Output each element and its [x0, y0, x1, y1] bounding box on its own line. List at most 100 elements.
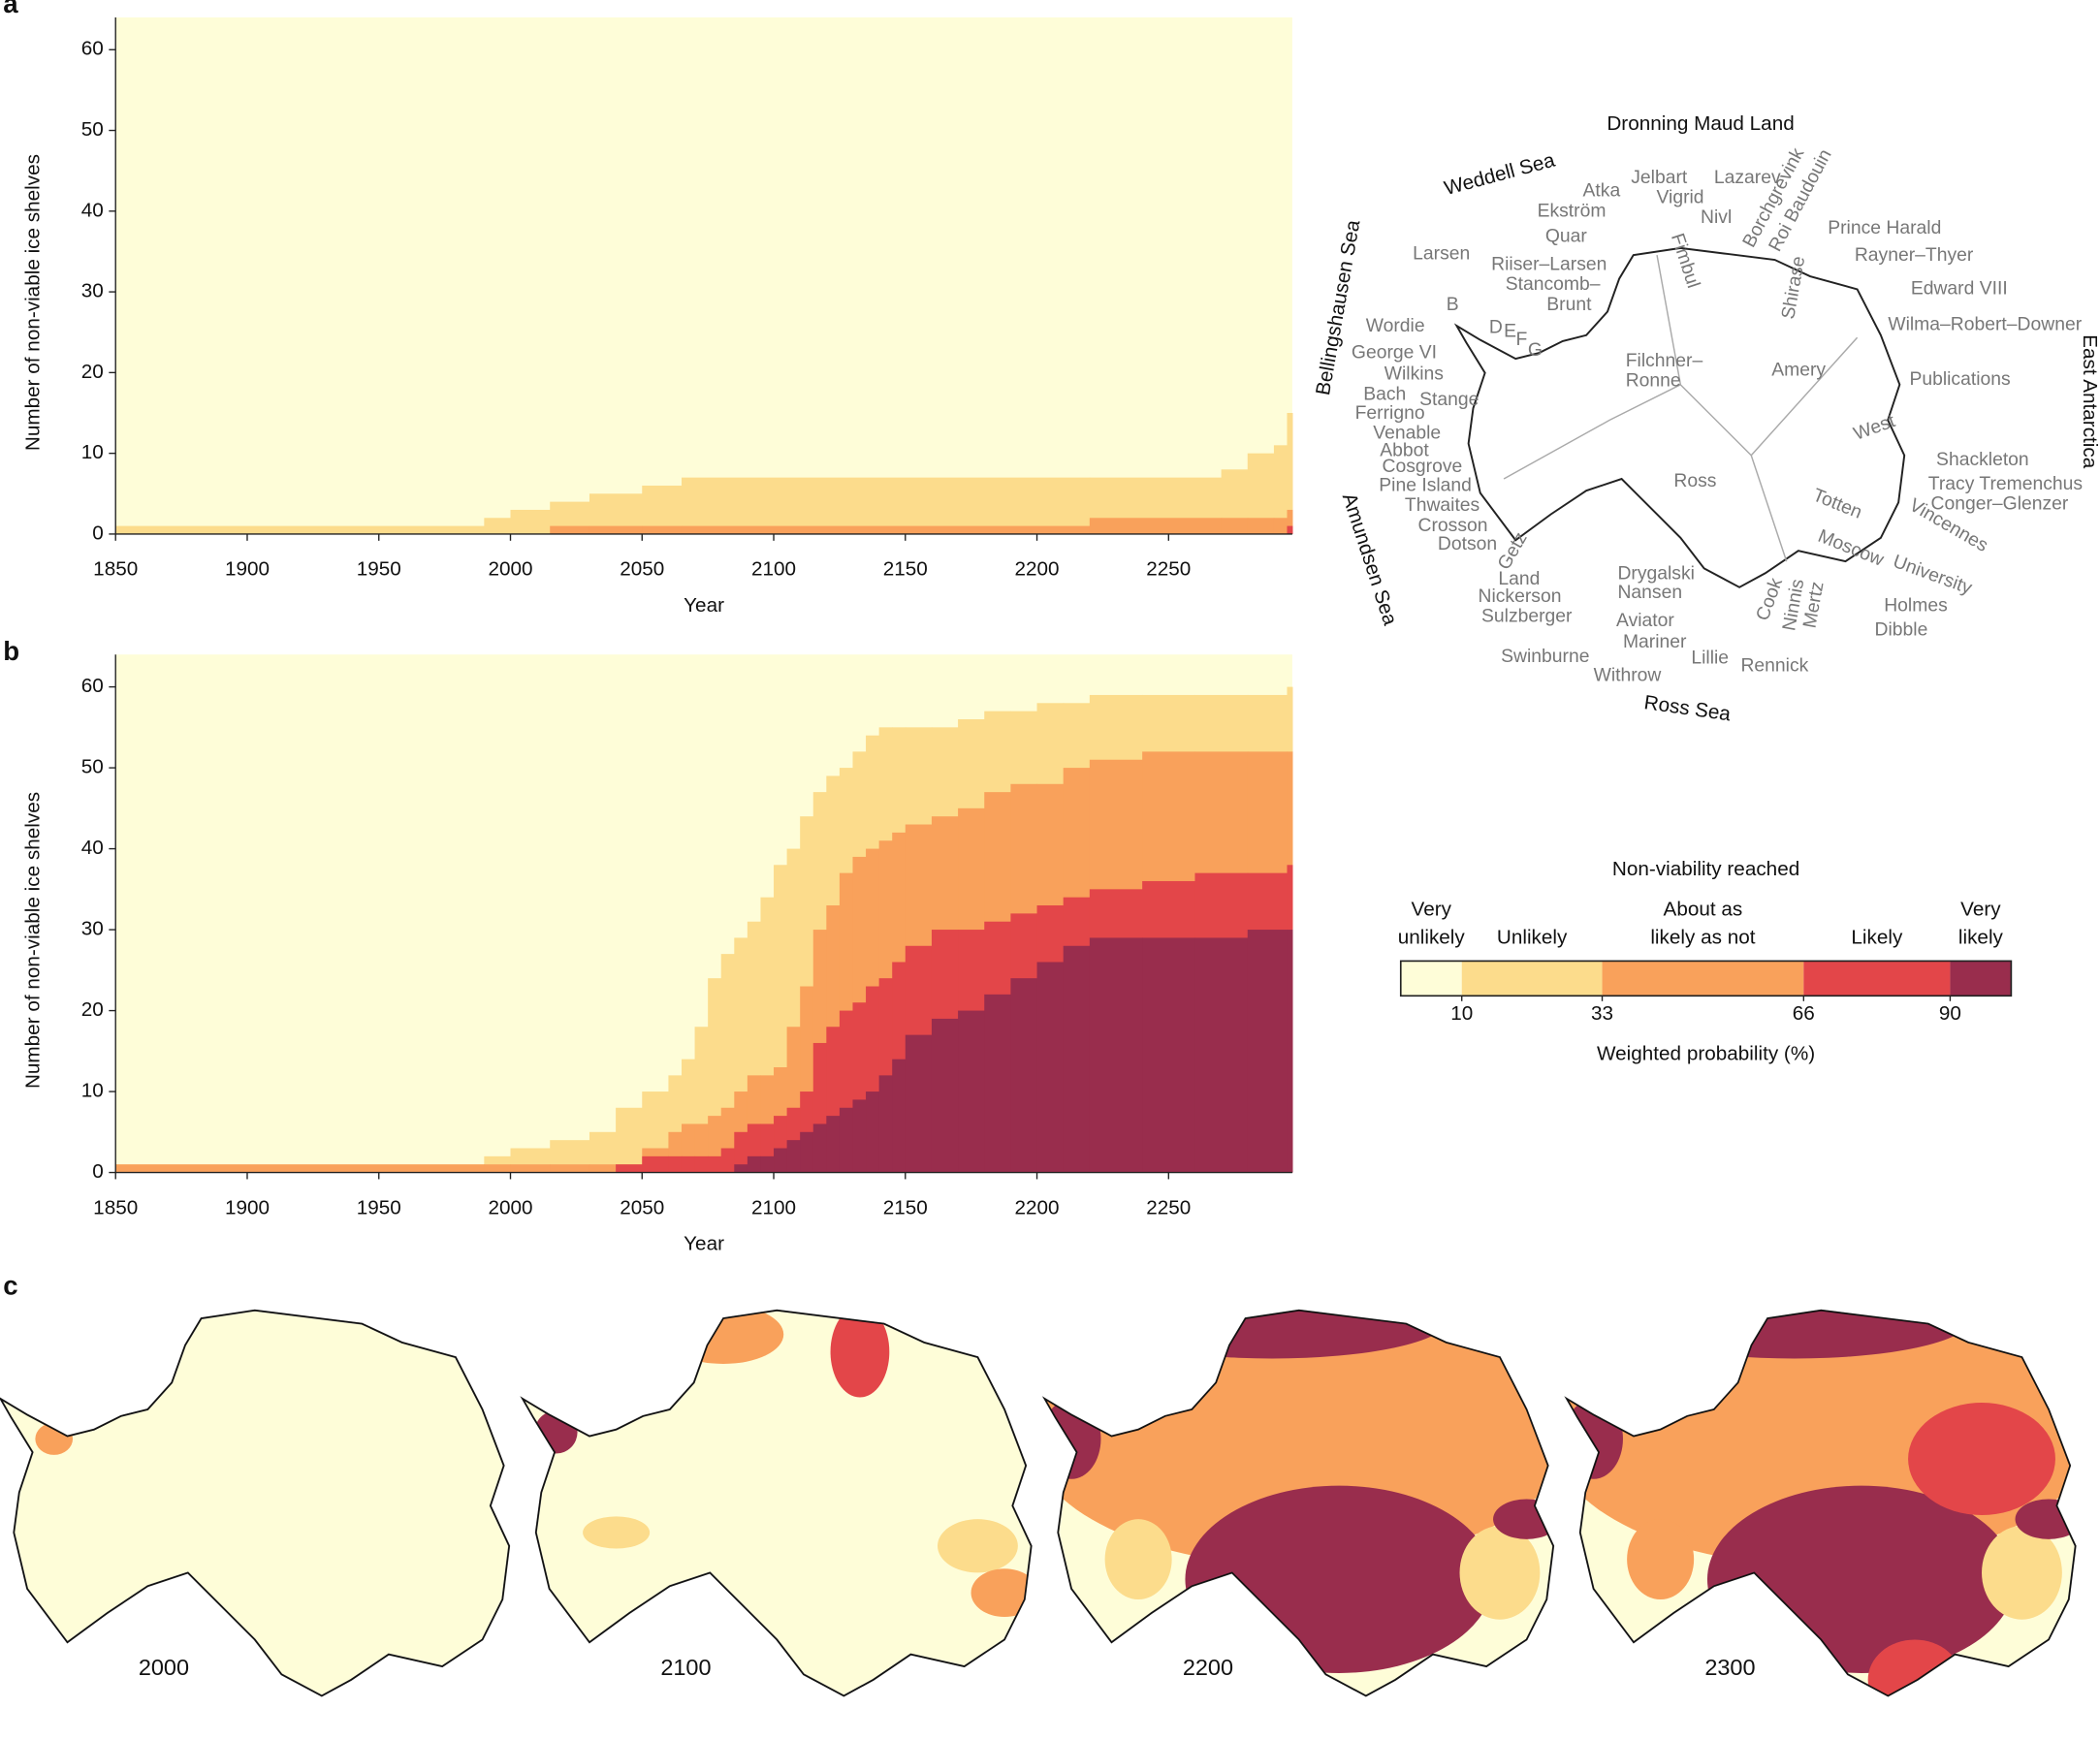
area-step — [681, 1155, 696, 1173]
map-year-label: 2300 — [1704, 1655, 1755, 1680]
area-step — [1247, 930, 1289, 1173]
legend-tick-label: 10 — [1450, 1002, 1473, 1025]
area-step — [786, 1140, 801, 1173]
ice-shelf-label: Swinburne — [1501, 647, 1589, 667]
ice-shelf-label: Nansen — [1617, 583, 1682, 603]
plot: 0 10 20 30 40 50 60 1850 1900 1950 2000 2050 2100 215… — [21, 16, 1293, 617]
y-tick-label: 40 — [81, 837, 104, 859]
x-tick-label: 2200 — [1015, 1196, 1060, 1218]
y-tick-label: 10 — [81, 1080, 104, 1102]
ice-shelf-label: Jelbart — [1631, 168, 1688, 188]
ice-shelf-label: Abbot — [1380, 440, 1429, 460]
ice-shelf-label: Conger–Glenzer — [1931, 494, 2069, 515]
ice-shelf-label: Vigrid — [1656, 187, 1703, 207]
area-step — [1273, 518, 1289, 534]
area-step — [1036, 962, 1065, 1173]
area-step — [550, 1164, 590, 1173]
y-tick-label: 0 — [92, 1160, 104, 1183]
area-step — [115, 525, 485, 534]
area-step — [550, 525, 590, 534]
ice-shelf-label: B — [1447, 295, 1459, 315]
area-step — [760, 1155, 775, 1173]
map-region-label: Ross Sea — [1642, 691, 1733, 725]
legend-swatch — [1950, 961, 2012, 997]
x-tick-label: 2000 — [488, 1196, 532, 1218]
ice-shelf-label: Shackleton — [1936, 450, 2029, 470]
legend-frame — [1399, 960, 2013, 997]
area-step — [1221, 518, 1249, 534]
area-step — [589, 525, 643, 534]
legend-swatch — [1461, 961, 1603, 997]
y-tick-label: 50 — [81, 118, 104, 141]
map-2000 — [0, 1309, 511, 1697]
map-region-label: East Antarctica — [2079, 334, 2100, 469]
plot: 0 10 20 30 40 50 60 1850 1900 1950 2000 2050 2100 215… — [21, 654, 1293, 1255]
area-step — [589, 1164, 617, 1173]
area-step — [878, 1075, 893, 1173]
ice-shelf-label: Wordie — [1366, 316, 1425, 336]
area-step — [642, 1155, 669, 1173]
area-step — [510, 1164, 551, 1173]
ice-shelf-label: Ekström — [1538, 201, 1607, 221]
ice-shelf-label: Ferrigno — [1355, 403, 1425, 424]
area-step — [734, 1131, 748, 1173]
ice-shelf-label: Mariner — [1623, 632, 1687, 652]
ice-shelf-label: Ross — [1673, 471, 1716, 491]
ice-shelf-label: Filchner– — [1626, 351, 1703, 371]
area-step — [839, 1107, 854, 1173]
x-tick-label: 2250 — [1146, 558, 1191, 581]
x-axis-label: Year — [684, 594, 724, 617]
area-step — [681, 525, 1091, 534]
area-step — [1273, 445, 1289, 534]
y-tick-label: 10 — [81, 441, 104, 463]
x-tick-label: 1950 — [357, 1196, 401, 1218]
map-year-label: 2000 — [139, 1655, 189, 1680]
area-step — [852, 1099, 867, 1173]
ice-shelf-label: Venable — [1373, 423, 1441, 443]
ice-shelf-label: Prince Harald — [1828, 218, 1941, 238]
area-step — [826, 1116, 841, 1173]
legend-label: Very — [1412, 898, 1452, 920]
y-tick-label: 30 — [81, 918, 104, 940]
y-tick-label: 30 — [81, 280, 104, 302]
ice-shelf-label: Rayner–Thyer — [1855, 245, 1974, 266]
x-tick-label: 1850 — [93, 1196, 138, 1218]
y-tick-label: 20 — [81, 998, 104, 1021]
area-step — [984, 994, 1011, 1173]
panel-label: a — [3, 0, 18, 18]
ice-shelf-label: Amery — [1771, 361, 1826, 381]
x-tick-label: 2250 — [1146, 1196, 1191, 1218]
area-step — [1287, 509, 1293, 534]
x-tick-label: 2050 — [620, 558, 664, 581]
x-tick-label: 2200 — [1015, 558, 1060, 581]
area-step — [812, 1123, 827, 1173]
ice-shelf-label: Thwaites — [1405, 495, 1480, 516]
y-axis-label: Number of non-viable ice shelves — [21, 792, 44, 1089]
map-year-label: 2100 — [660, 1655, 711, 1680]
map-2100 — [521, 1309, 1033, 1697]
legend-swatch — [1400, 961, 1462, 997]
area-step — [1287, 525, 1293, 534]
ice-shelf-label: Stange — [1419, 390, 1479, 410]
area-step — [1287, 930, 1293, 1173]
area-step — [616, 1164, 643, 1173]
map-region-label: Bellingshausen Sea — [1312, 218, 1365, 397]
ice-shelf-label: D — [1489, 317, 1503, 337]
ice-shelf-label: Quar — [1545, 227, 1588, 247]
area-step — [642, 525, 683, 534]
area-step — [1089, 518, 1223, 534]
legend-swatch — [1602, 961, 1804, 997]
x-tick-label: 2150 — [883, 558, 928, 581]
ice-shelf-label: Nickerson — [1479, 586, 1562, 607]
legend-swatch — [1803, 961, 1951, 997]
ice-shelf-label: Pine Island — [1379, 475, 1472, 495]
ice-shelf-label: Bach — [1363, 384, 1406, 404]
ice-shelf-label: Getz — [1494, 529, 1532, 574]
y-tick-label: 0 — [92, 522, 104, 544]
plot-background — [115, 16, 1292, 534]
ice-shelf-label: Edward VIII — [1911, 278, 2008, 299]
panel-label: b — [3, 636, 19, 666]
ice-shelf-label: Cosgrove — [1383, 457, 1463, 477]
ice-shelf-label: Stancomb– — [1506, 274, 1601, 295]
